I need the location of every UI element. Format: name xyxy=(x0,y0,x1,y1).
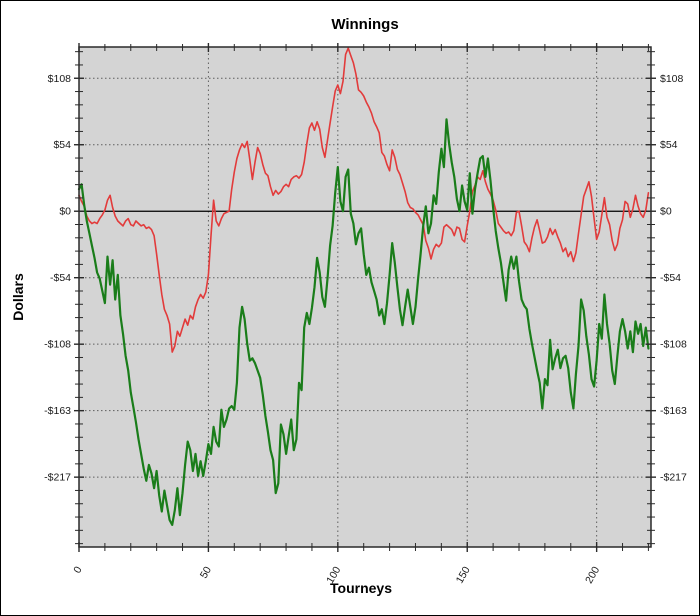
axis-ticks xyxy=(74,43,656,552)
plot-border xyxy=(78,46,652,548)
red-line xyxy=(78,47,650,353)
y-tick-label-left: -$108 xyxy=(44,339,71,351)
y-tick-label-left: -$163 xyxy=(44,405,71,417)
x-tick-label: 200 xyxy=(583,564,602,585)
y-tick-label-left: $54 xyxy=(53,139,71,151)
green-line xyxy=(77,118,650,527)
y-tick-label-right: -$108 xyxy=(660,339,687,351)
x-tick-label: 50 xyxy=(198,564,214,580)
x-axis-title: Tourneys xyxy=(330,580,392,596)
tick-labels: $108 $108 $54 $54 $0 $0 -$54 -$54 -$108 -$108 -$16… xyxy=(44,73,687,586)
gridlines xyxy=(81,49,649,545)
chart-title: Winnings xyxy=(331,16,398,33)
y-tick-label-left: $108 xyxy=(48,73,72,85)
y-tick-label-right: $108 xyxy=(660,73,684,85)
y-tick-label-left: $0 xyxy=(59,206,71,218)
y-tick-label-right: -$217 xyxy=(660,472,687,484)
y-tick-label-right: $54 xyxy=(660,139,678,151)
y-tick-label-left: -$217 xyxy=(44,472,71,484)
y-axis-title: Dollars xyxy=(10,273,26,321)
y-tick-label-left: -$54 xyxy=(50,272,71,284)
plot-background xyxy=(79,47,651,547)
x-tick-label: 150 xyxy=(454,564,473,585)
y-tick-label-right: -$163 xyxy=(660,405,687,417)
data-series xyxy=(77,47,650,527)
y-tick-label-right: -$54 xyxy=(660,272,681,284)
x-tick-label: 0 xyxy=(71,564,84,575)
y-tick-label-right: $0 xyxy=(660,206,672,218)
